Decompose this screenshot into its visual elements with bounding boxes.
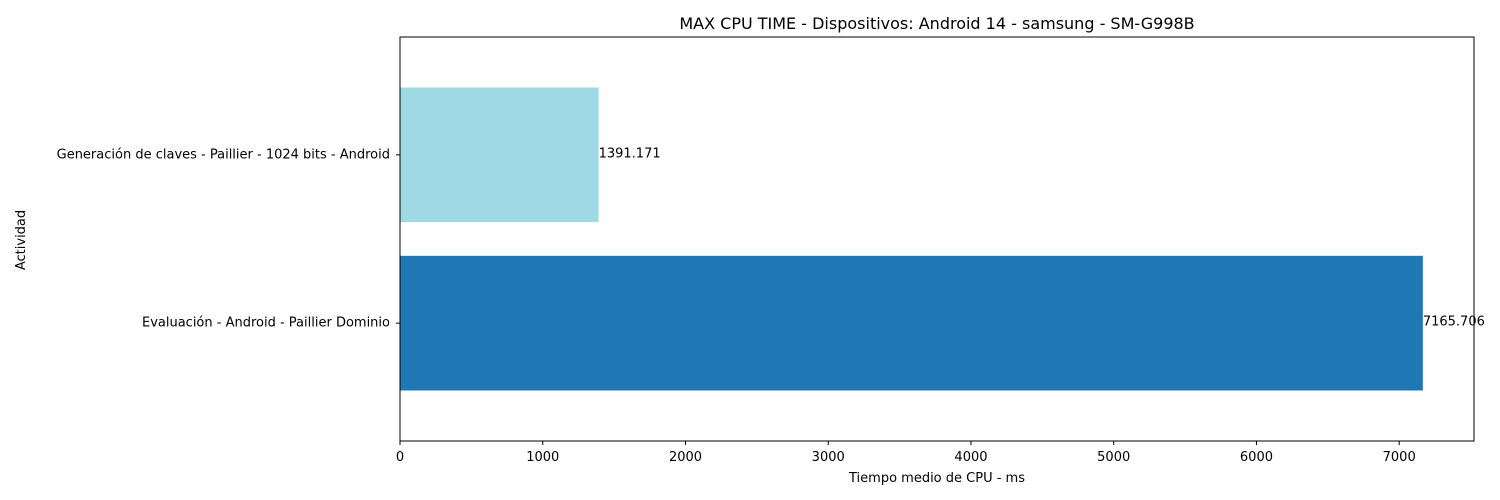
x-axis: 0 1000 2000 3000 4000 5000 6000 7000 bbox=[396, 441, 1416, 465]
bar-value-label: 1391.171 bbox=[599, 146, 661, 161]
y-axis: Generación de claves - Paillier - 1024 b… bbox=[57, 147, 400, 331]
bar bbox=[400, 87, 599, 223]
bar-value-label: 7165.706 bbox=[1423, 315, 1485, 330]
x-tick-label: 7000 bbox=[1383, 450, 1416, 465]
chart-title: MAX CPU TIME - Dispositivos: Android 14 … bbox=[679, 14, 1194, 33]
x-tick-label: 6000 bbox=[1240, 450, 1273, 465]
y-axis-title: Actividad bbox=[14, 210, 29, 270]
x-tick-label: 0 bbox=[396, 450, 404, 465]
x-axis-title: Tiempo medio de CPU - ms bbox=[848, 471, 1025, 486]
x-tick-label: 3000 bbox=[812, 450, 845, 465]
bar bbox=[400, 255, 1423, 391]
x-tick-label: 4000 bbox=[954, 450, 987, 465]
plot-area: 1391.171 7165.706 bbox=[400, 87, 1485, 391]
x-tick-label: 2000 bbox=[669, 450, 702, 465]
plot-frame bbox=[399, 36, 1475, 442]
x-tick-label: 1000 bbox=[526, 450, 559, 465]
x-tick-label: 5000 bbox=[1097, 450, 1130, 465]
y-tick-label: Generación de claves - Paillier - 1024 b… bbox=[57, 147, 390, 162]
y-tick-label: Evaluación - Android - Paillier Dominio bbox=[142, 316, 390, 331]
